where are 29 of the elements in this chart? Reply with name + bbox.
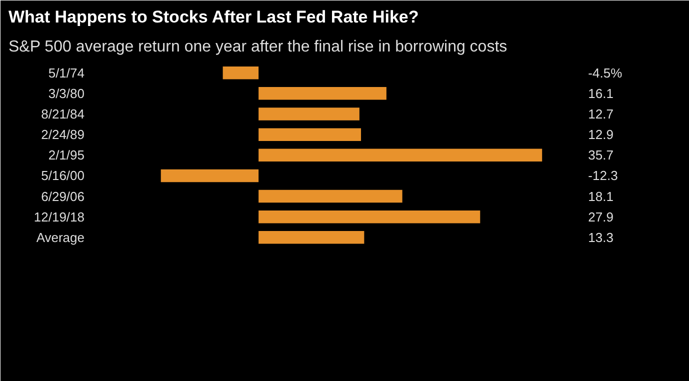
data-label: 35.7 xyxy=(588,148,614,163)
y-tick-label: 2/24/89 xyxy=(41,127,84,142)
y-tick-label: 2/1/95 xyxy=(48,148,85,163)
bar xyxy=(258,87,386,100)
data-label: 18.1 xyxy=(588,188,614,204)
bar xyxy=(258,108,360,120)
data-label: 12.7 xyxy=(588,106,614,122)
data-label: 16.1 xyxy=(588,86,614,101)
y-tick-label: 8/21/84 xyxy=(41,106,84,122)
data-label: 27.9 xyxy=(588,209,614,224)
bar xyxy=(258,231,364,244)
bar xyxy=(258,148,542,162)
y-tick-label: 5/1/74 xyxy=(48,65,85,80)
data-label: 12.9 xyxy=(588,127,614,142)
y-tick-label: 6/29/06 xyxy=(41,188,84,204)
chart-title: What Happens to Stocks After Last Fed Rate Hike? xyxy=(8,8,419,26)
data-label: -4.5% xyxy=(588,65,623,80)
y-tick-label: Average xyxy=(36,230,84,245)
bar xyxy=(258,128,362,141)
data-label: -12.3 xyxy=(588,168,618,184)
chart-subtitle: S&P 500 average return one year after the final rise in borrowing costs xyxy=(8,38,508,56)
bar xyxy=(258,210,480,224)
y-tick-label: 5/16/00 xyxy=(41,168,84,184)
y-tick-label: 3/3/80 xyxy=(48,86,85,101)
y-tick-label: 12/19/18 xyxy=(34,209,85,224)
bar xyxy=(160,169,259,182)
bar xyxy=(258,190,402,203)
bar xyxy=(222,66,259,80)
data-label: 13.3 xyxy=(588,230,614,245)
